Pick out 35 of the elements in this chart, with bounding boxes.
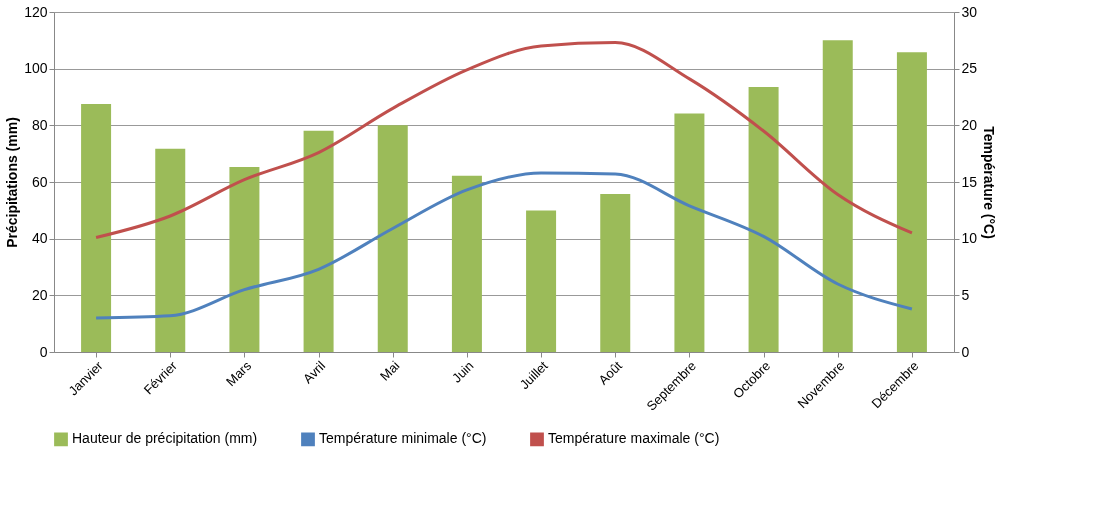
bar xyxy=(526,210,557,352)
y2-tick-label: 0 xyxy=(961,343,970,360)
y-axis-title: Précipitations (mm) xyxy=(4,117,21,248)
bar xyxy=(748,87,779,352)
y-tick-label: 0 xyxy=(39,343,48,360)
bar xyxy=(81,104,112,352)
y-tick-label: 120 xyxy=(24,3,48,20)
y-tick-label: 20 xyxy=(31,286,48,303)
x-tick-label: Mai xyxy=(377,358,403,384)
y-tick-label: 80 xyxy=(31,116,48,133)
legend-label: Température minimale (°C) xyxy=(319,430,487,447)
line-series xyxy=(94,171,914,320)
line-series xyxy=(94,41,914,240)
y2-tick-label: 15 xyxy=(961,173,978,190)
y-tick-label: 100 xyxy=(24,60,48,77)
x-tick-label: Juin xyxy=(449,358,477,386)
y2-tick-label: 20 xyxy=(961,116,978,133)
bar xyxy=(303,130,334,352)
bar xyxy=(377,125,408,352)
bar xyxy=(822,40,853,352)
bar xyxy=(451,175,482,352)
y-tick-label: 60 xyxy=(31,173,48,190)
y2-tick-label: 25 xyxy=(961,60,978,77)
legend-label: Température maximale (°C) xyxy=(548,430,720,447)
bar xyxy=(229,166,260,352)
y2-tick-label: 30 xyxy=(961,3,978,20)
bar xyxy=(155,148,186,352)
bar xyxy=(600,193,631,352)
bar xyxy=(674,113,705,352)
y2-tick-label: 5 xyxy=(961,286,970,303)
y2-axis-title: Température (°C) xyxy=(981,126,998,239)
legend-label: Hauteur de précipitation (mm) xyxy=(72,430,258,447)
y2-tick-label: 10 xyxy=(961,230,978,247)
y-tick-label: 40 xyxy=(31,230,48,247)
bar xyxy=(896,52,927,352)
